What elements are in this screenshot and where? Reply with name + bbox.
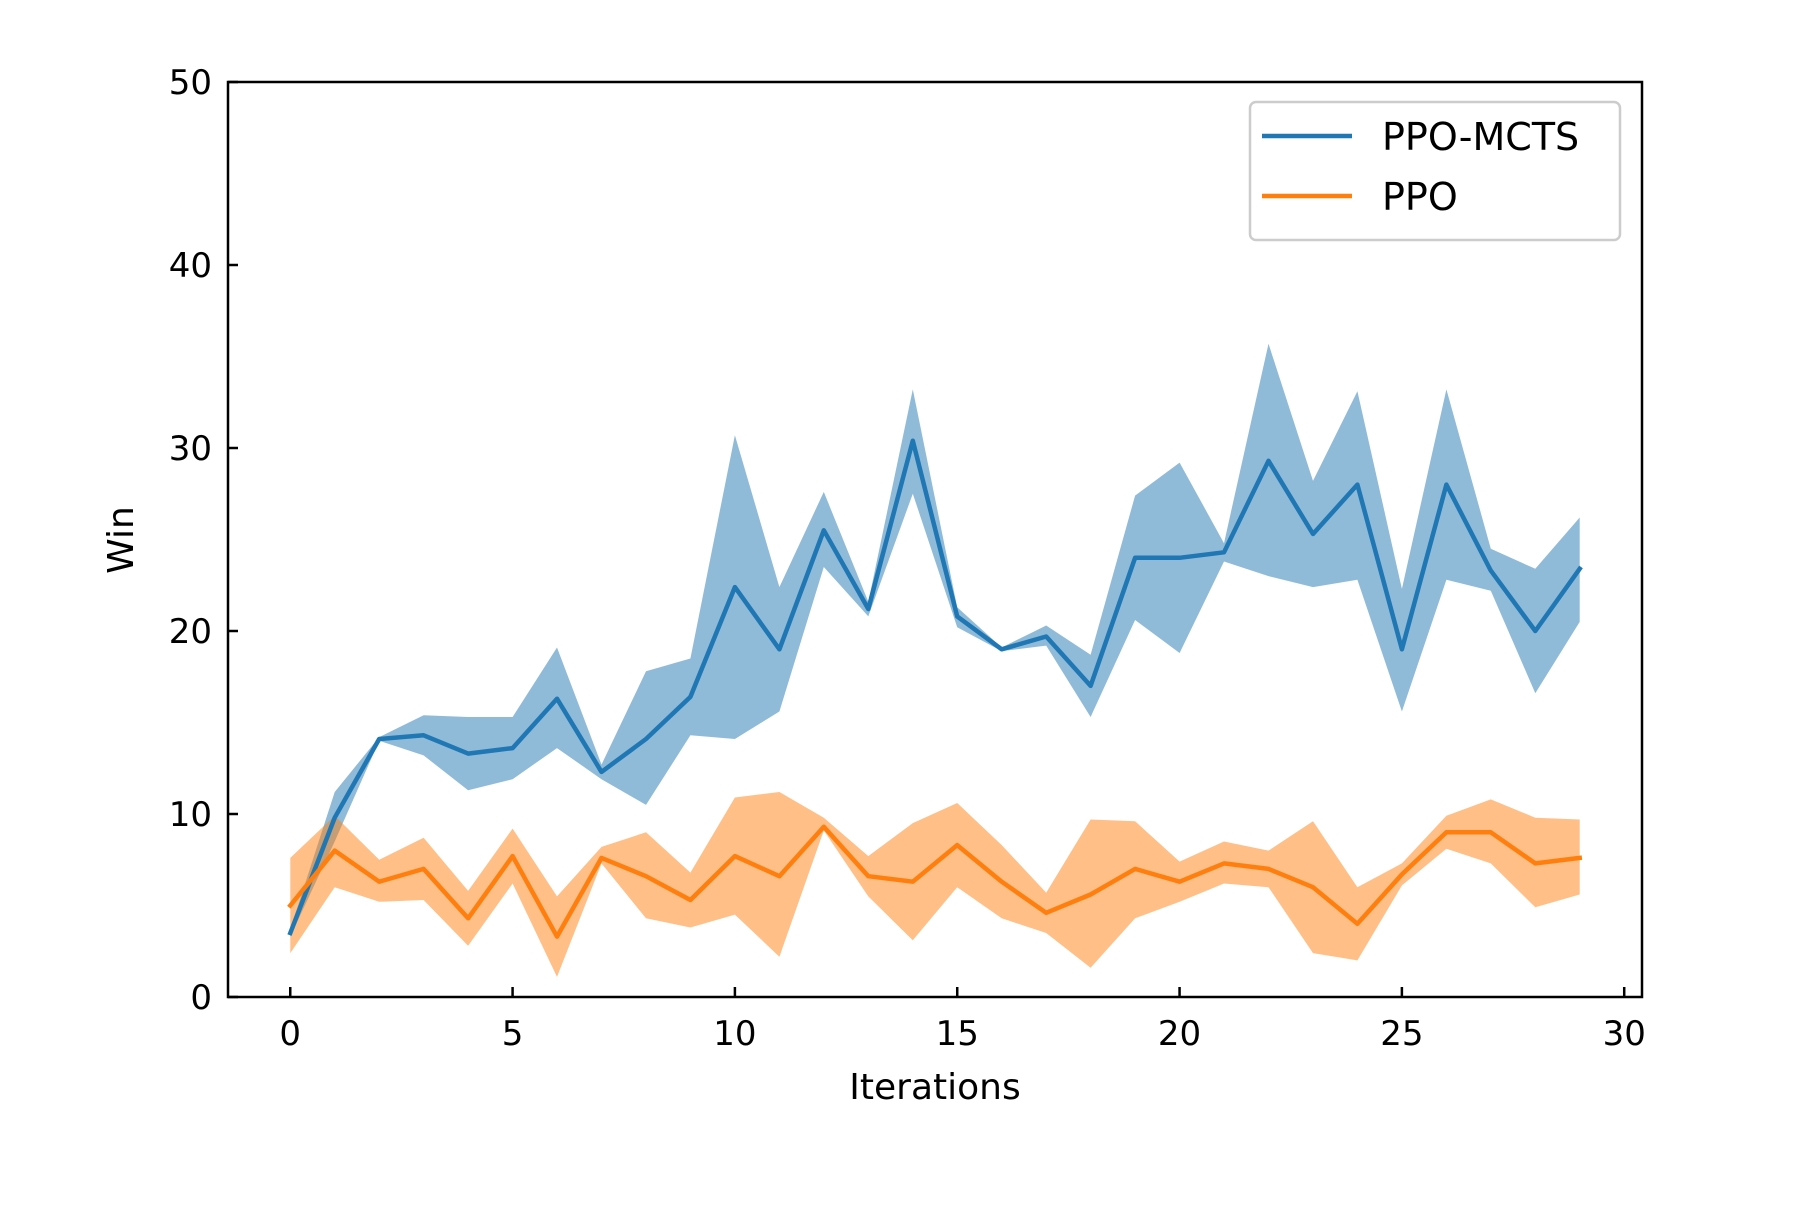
y-tick-label: 50: [169, 63, 212, 103]
x-tick-label: 0: [279, 1014, 301, 1054]
x-axis-label: Iterations: [849, 1067, 1020, 1108]
y-tick-label: 40: [169, 246, 212, 286]
confidence-bands: [290, 344, 1579, 977]
y-axis-label: Win: [101, 506, 142, 574]
x-tick-label: 30: [1603, 1014, 1646, 1054]
x-tick-label: 10: [713, 1014, 756, 1054]
legend-label-ppo-mcts: PPO-MCTS: [1382, 115, 1579, 159]
x-tick-label: 20: [1158, 1014, 1201, 1054]
y-tick-label: 30: [169, 429, 212, 469]
y-tick-label: 10: [169, 795, 212, 835]
legend: PPO-MCTS PPO: [1250, 102, 1620, 240]
y-tick-label: 0: [190, 978, 212, 1018]
band-ppo: [290, 792, 1579, 977]
x-tick-label: 25: [1380, 1014, 1423, 1054]
legend-label-ppo: PPO: [1382, 175, 1458, 219]
x-tick-label: 5: [502, 1014, 524, 1054]
y-tick-label: 20: [169, 612, 212, 652]
x-tick-label: 15: [936, 1014, 979, 1054]
